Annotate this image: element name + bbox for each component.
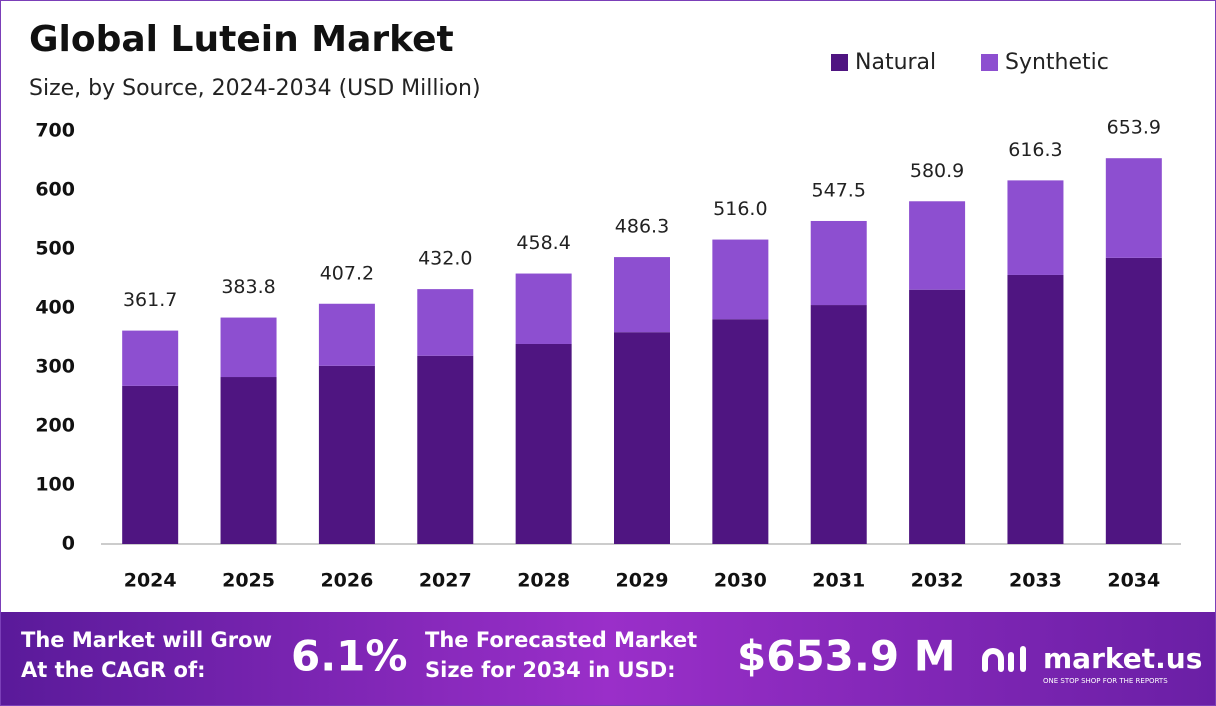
total-label: 547.5: [812, 179, 866, 201]
bar-segment: [122, 330, 179, 386]
legend-label: Natural: [855, 50, 936, 75]
y-tick-label: 0: [62, 533, 75, 555]
bar-segment: [318, 303, 375, 366]
chart-subtitle: Size, by Source, 2024-2034 (USD Million): [29, 76, 481, 101]
y-tick-label: 300: [35, 356, 75, 378]
bar-segment: [712, 239, 769, 320]
x-tick-label: 2034: [1107, 570, 1160, 592]
x-tick-label: 2027: [419, 570, 472, 592]
total-label: 653.9: [1107, 117, 1161, 139]
x-tick-label: 2030: [714, 570, 767, 592]
bar-segment: [318, 365, 375, 544]
bar-segment: [417, 355, 474, 544]
bar-segment: [614, 257, 670, 333]
total-label: 486.3: [615, 216, 669, 238]
bar-segment: [1105, 158, 1162, 258]
x-tick-label: 2026: [320, 570, 373, 592]
legend-label: Synthetic: [1005, 50, 1109, 75]
total-label: 516.0: [713, 198, 767, 220]
bar-segment: [614, 332, 670, 544]
bar-segment: [909, 201, 966, 290]
x-tick-label: 2033: [1009, 570, 1062, 592]
bar-segment: [1007, 274, 1064, 544]
total-label: 616.3: [1008, 139, 1062, 161]
chart-title: Global Lutein Market: [29, 19, 454, 60]
y-tick-label: 200: [35, 415, 75, 437]
bar-segment: [1007, 180, 1064, 275]
y-tick-label: 600: [35, 179, 75, 201]
forecast-value: $653.9 M: [737, 632, 956, 681]
bar-segment: [122, 385, 179, 544]
y-tick-label: 700: [35, 120, 75, 142]
x-tick-label: 2025: [222, 570, 275, 592]
bar-segment: [1105, 257, 1162, 544]
cagr-value: 6.1%: [291, 632, 407, 681]
x-tick-label: 2024: [124, 570, 177, 592]
total-label: 383.8: [221, 276, 275, 298]
y-tick-label: 100: [35, 474, 75, 496]
total-label: 580.9: [910, 160, 964, 182]
cagr-text: The Market will Grow At the CAGR of:: [21, 628, 272, 682]
total-label: 361.7: [123, 289, 177, 311]
total-label: 407.2: [320, 262, 374, 284]
bar-segment: [417, 289, 474, 356]
x-tick-label: 2031: [812, 570, 865, 592]
bar-segment: [712, 319, 769, 544]
total-label: 432.0: [418, 248, 472, 270]
x-tick-label: 2029: [616, 570, 669, 592]
bar-segment: [810, 305, 867, 544]
legend-swatch: [831, 54, 848, 71]
y-tick-label: 400: [35, 297, 75, 319]
tagline: ONE STOP SHOP FOR THE REPORTS: [1043, 677, 1168, 685]
bar-segment: [909, 289, 966, 544]
bar-segment: [515, 273, 572, 344]
x-tick-label: 2028: [517, 570, 570, 592]
bar-segment: [220, 317, 277, 378]
y-tick-label: 500: [35, 238, 75, 260]
logo-icon: [982, 646, 1026, 672]
legend-swatch: [981, 54, 998, 71]
bar-segment: [515, 343, 572, 544]
brand: market.us: [1043, 642, 1202, 675]
total-label: 458.4: [516, 232, 570, 254]
bar-segment: [220, 377, 277, 544]
forecast-text: The Forecasted Market Size for 2034 in US…: [425, 628, 697, 682]
bar-segment: [810, 220, 867, 306]
x-tick-label: 2032: [911, 570, 964, 592]
